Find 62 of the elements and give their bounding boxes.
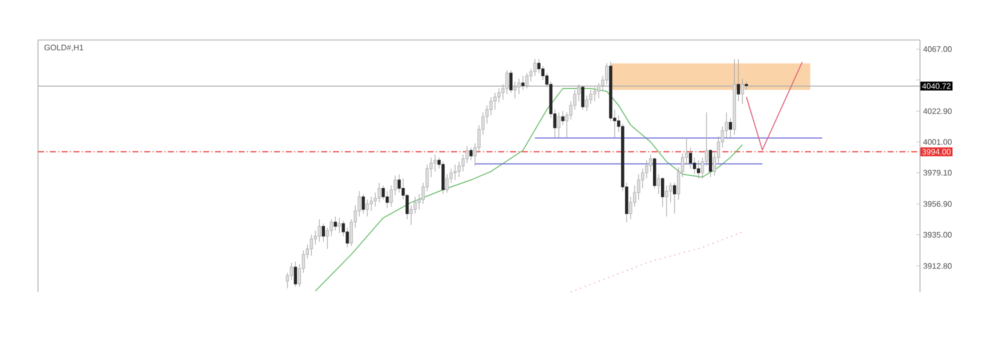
line-series [314, 88, 743, 292]
candlestick [541, 66, 544, 80]
candlestick [294, 261, 298, 288]
candlestick [585, 95, 588, 112]
candlestick [557, 112, 560, 138]
candlestick [322, 223, 325, 242]
candlestick [696, 160, 700, 179]
candlestick [708, 148, 712, 178]
y-tick-label: 4067.00 [923, 46, 952, 52]
candlestick [386, 190, 389, 208]
candlestick [688, 147, 692, 170]
candlestick [589, 90, 592, 104]
candlestick [461, 154, 465, 172]
candlestick [561, 110, 564, 126]
candlestick [378, 182, 381, 203]
y-tick-label: 4001.00 [923, 139, 952, 145]
candlestick [330, 218, 333, 237]
candlestick [382, 185, 385, 200]
candlestick [434, 154, 437, 172]
candlestick [637, 174, 640, 200]
candlestick [724, 112, 728, 138]
candlestick [649, 154, 652, 172]
candlestick [469, 147, 473, 161]
candlestick [290, 262, 294, 280]
candlestick [453, 164, 457, 180]
candlestick [457, 161, 461, 178]
candlestick [318, 218, 321, 242]
candlestick [537, 58, 540, 74]
ref-line-label: 3994.00 [922, 148, 951, 155]
candlestick [334, 216, 337, 231]
candlestick [645, 160, 648, 179]
candlestick [410, 204, 413, 226]
ref-line-label: 4040.72 [922, 83, 951, 89]
line-series [570, 231, 743, 292]
candlestick [668, 182, 672, 203]
candlestick [665, 185, 668, 217]
candlestick [661, 176, 664, 207]
candlestick [414, 196, 417, 214]
candlestick [362, 194, 365, 214]
candlestick [398, 174, 401, 193]
candlestick [465, 146, 469, 164]
candlestick [629, 196, 632, 220]
candlestick [692, 157, 696, 175]
candlestick [446, 174, 449, 193]
candlestick [489, 96, 493, 116]
y-tick-label: 4022.90 [923, 108, 952, 114]
candlestick [657, 174, 660, 194]
candlestick [310, 234, 313, 256]
y-tick-label: 3979.10 [923, 170, 952, 176]
candlestick [370, 196, 373, 212]
candlestick [338, 218, 341, 234]
candlestick [641, 168, 644, 189]
y-tick-label: 3956.90 [923, 201, 952, 207]
candlestick [374, 192, 377, 207]
candlestick [533, 58, 536, 76]
y-tick-label: 3912.80 [923, 263, 952, 269]
candlestick [366, 199, 369, 217]
y-tick-label: 3935.00 [923, 232, 952, 238]
candlestick [314, 230, 317, 245]
candlestick [497, 88, 501, 103]
candlestick [493, 92, 497, 110]
chart-title: GOLD#,H1 [44, 44, 84, 52]
